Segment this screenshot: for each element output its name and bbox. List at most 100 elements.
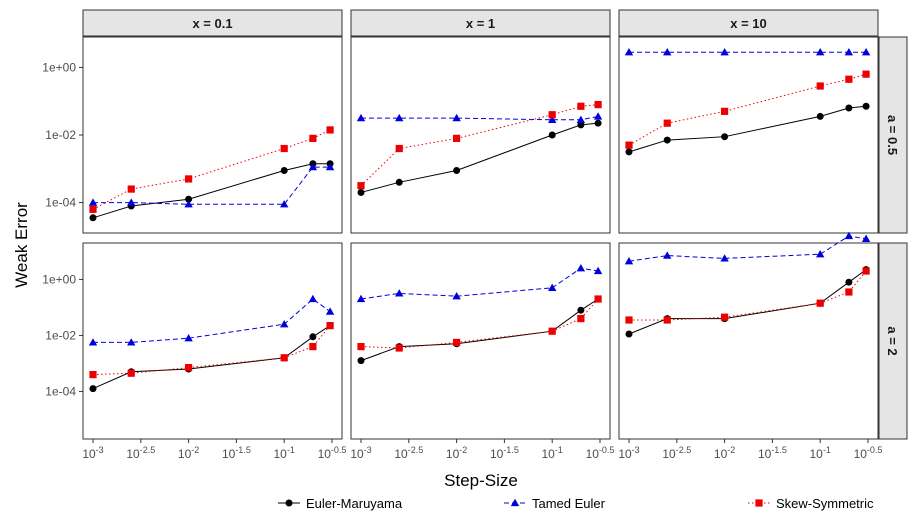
data-point <box>185 364 193 372</box>
data-point <box>625 148 633 156</box>
y-tick-label: 1e-04 <box>45 384 76 398</box>
y-tick-label: 1e+00 <box>42 272 76 286</box>
x-tick-label: 10-2.5 <box>394 445 423 461</box>
data-point <box>816 48 825 56</box>
data-point <box>395 178 403 186</box>
data-point <box>453 134 461 142</box>
data-point <box>593 266 603 275</box>
data-point <box>663 48 672 56</box>
data-point <box>453 166 461 174</box>
data-point <box>308 162 318 171</box>
data-point <box>576 115 586 123</box>
facet-panel <box>618 242 879 440</box>
series-line <box>92 129 331 210</box>
data-point <box>720 254 729 262</box>
legend-key-marker <box>285 499 293 507</box>
series-line <box>628 269 867 335</box>
data-point <box>577 315 585 323</box>
data-point <box>548 115 557 123</box>
data-point <box>89 371 97 379</box>
data-point <box>861 234 871 242</box>
data-point <box>357 343 365 351</box>
data-point <box>862 70 870 78</box>
data-point <box>89 205 97 213</box>
x-tick-label: 10-3 <box>350 445 371 461</box>
legend-key-marker <box>510 498 520 507</box>
x-tick-label: 10-0.5 <box>586 445 615 461</box>
x-tick-label: 10-1.5 <box>758 445 787 461</box>
data-point <box>280 320 289 328</box>
data-point <box>357 188 365 196</box>
legend-item: Euler-Maruyama <box>278 496 403 511</box>
data-point <box>862 267 870 275</box>
data-point <box>816 112 824 120</box>
data-point <box>625 330 633 338</box>
data-point <box>663 136 671 144</box>
data-point <box>185 175 193 183</box>
data-point <box>663 251 672 259</box>
legend-item: Skew-Symmetric <box>748 496 874 511</box>
series-line <box>628 73 867 146</box>
facet-strip-row-label: a = 2 <box>885 326 900 355</box>
data-point <box>844 231 854 240</box>
facet-panel <box>618 36 879 234</box>
legend-label: Skew-Symmetric <box>776 496 874 511</box>
y-tick-label: 1e-02 <box>45 128 76 142</box>
data-point <box>89 385 97 393</box>
data-point <box>577 121 585 129</box>
data-point <box>548 131 556 139</box>
data-point <box>816 299 824 307</box>
x-tick-label: 10-0.5 <box>854 445 883 461</box>
data-point <box>88 338 98 346</box>
data-point <box>816 82 824 90</box>
data-point <box>308 294 318 303</box>
data-point <box>325 307 335 315</box>
data-point <box>844 48 854 56</box>
data-point <box>548 283 557 291</box>
data-point <box>395 144 403 153</box>
data-point <box>127 185 135 193</box>
facet-panel <box>82 36 343 234</box>
data-point <box>861 48 871 56</box>
y-tick-label: 1e-02 <box>45 328 76 342</box>
data-point <box>593 112 603 120</box>
x-tick-label: 10-1 <box>274 445 295 461</box>
data-point <box>325 162 335 171</box>
data-point <box>594 119 602 127</box>
data-point <box>280 354 288 362</box>
data-point <box>280 200 289 208</box>
facet-strip-col-label: x = 1 <box>466 16 495 31</box>
data-point <box>127 198 136 206</box>
data-point <box>280 166 288 174</box>
data-point <box>845 75 853 83</box>
x-tick-label: 10-3 <box>82 445 103 461</box>
facet-strip-col-label: x = 10 <box>730 16 767 31</box>
series-line <box>360 267 599 300</box>
data-point <box>625 141 633 149</box>
data-point <box>721 133 729 141</box>
facet-strip-col <box>350 9 611 37</box>
series-line <box>93 166 331 205</box>
facet-strip-col-label: x = 0.1 <box>192 16 232 31</box>
facet-strip-col <box>618 9 879 37</box>
data-point <box>452 292 461 300</box>
data-point <box>845 278 853 286</box>
data-point <box>576 264 586 272</box>
data-point <box>594 295 602 303</box>
legend: Euler-Maruyama Tamed Euler Skew-Symmetric <box>278 496 874 511</box>
facet-strip-col <box>82 9 343 37</box>
data-point <box>721 107 729 115</box>
data-point <box>280 144 288 153</box>
data-point <box>395 344 403 352</box>
data-point <box>89 214 97 222</box>
data-point <box>184 334 193 342</box>
x-tick-label: 10-2 <box>446 445 467 461</box>
data-point <box>624 48 634 56</box>
x-tick-label: 10-2 <box>178 445 199 461</box>
legend-label: Euler-Maruyama <box>306 496 403 511</box>
data-point <box>663 119 671 127</box>
data-point <box>326 322 334 330</box>
data-point <box>356 294 366 303</box>
data-point <box>624 257 634 265</box>
